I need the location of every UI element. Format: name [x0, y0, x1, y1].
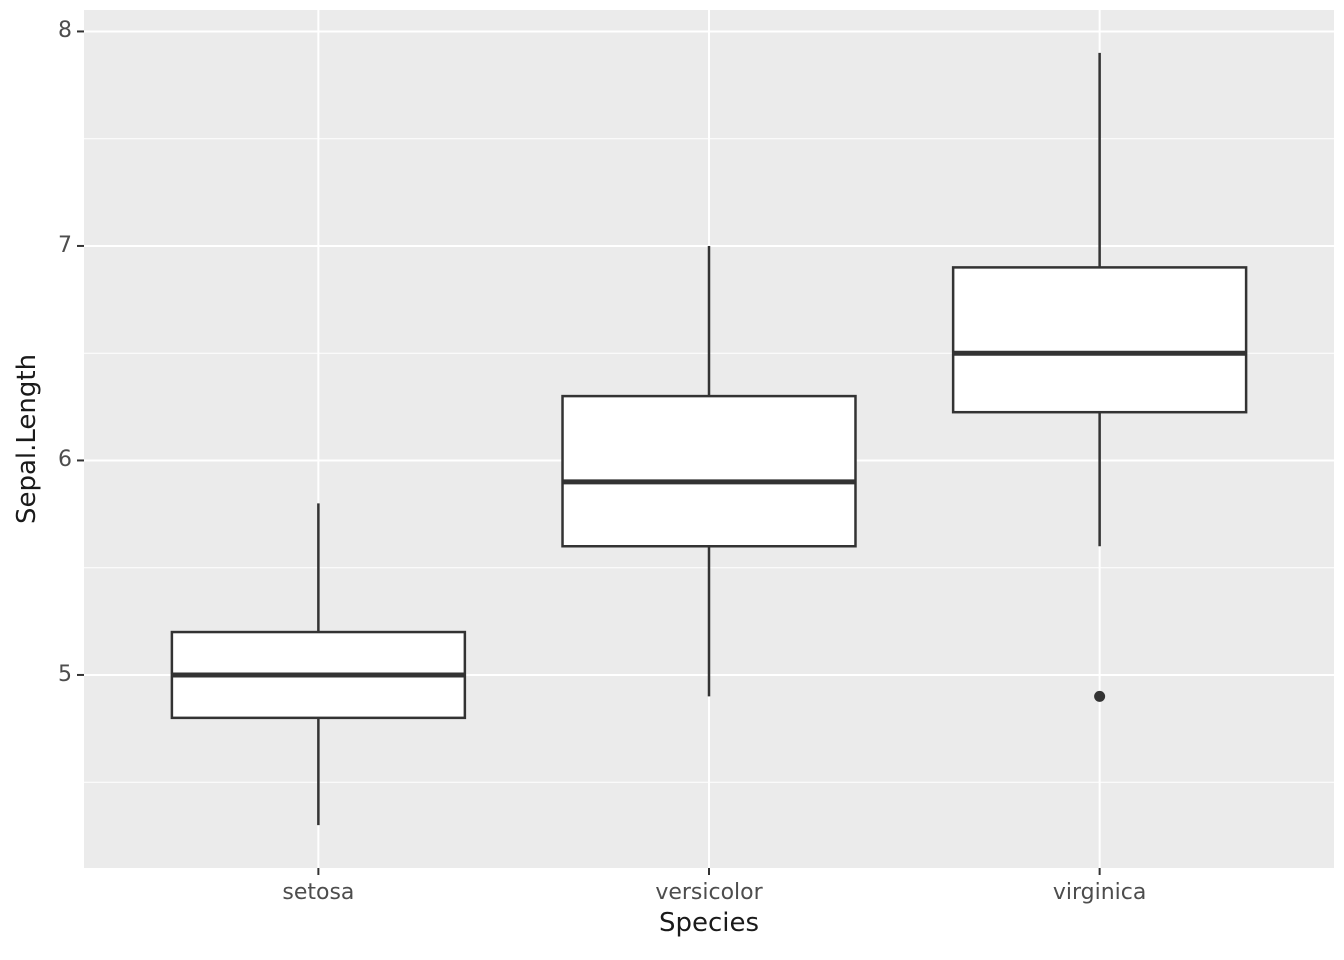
y-axis-title: Sepal.Length — [12, 353, 42, 525]
x-tick-label-setosa: setosa — [282, 880, 355, 905]
x-tick-label-versicolor: versicolor — [655, 880, 763, 905]
y-tick-label: 7 — [58, 232, 72, 258]
x-axis-title: Species — [658, 908, 760, 938]
x-tick-label-virginica: virginica — [1052, 880, 1147, 905]
box-versicolor — [561, 394, 857, 548]
box-virginica — [951, 266, 1248, 414]
y-tick-label: 6 — [58, 447, 72, 473]
outlier-point-virginica — [1094, 690, 1106, 702]
y-tick-label: 8 — [58, 18, 72, 44]
y-tick-label: 5 — [58, 661, 72, 687]
